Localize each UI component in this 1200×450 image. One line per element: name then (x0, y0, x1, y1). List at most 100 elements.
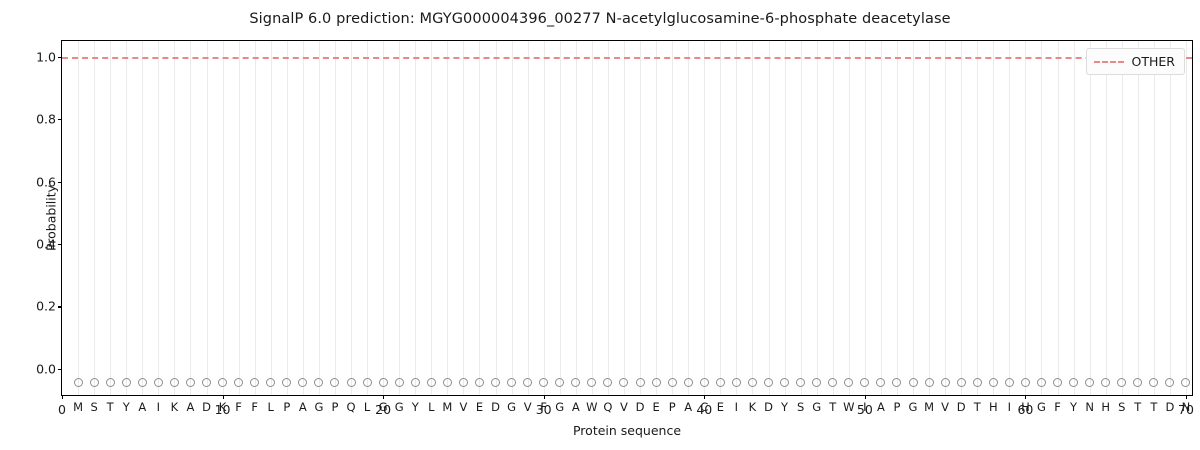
gridline-residue-43 (752, 41, 754, 395)
gridline-residue-16 (318, 41, 320, 395)
marker-residue-19 (362, 378, 372, 388)
residue-39: A (684, 400, 693, 414)
gridline-residue-50 (864, 41, 866, 395)
gridline-residue-45 (784, 41, 786, 395)
residue-23: L (428, 400, 435, 414)
marker-residue-23 (426, 378, 436, 388)
gridline-residue-24 (447, 41, 449, 395)
gridline-residue-28 (511, 41, 513, 395)
gridline-residue-42 (736, 41, 738, 395)
x-tick-mark-10 (222, 395, 224, 399)
marker-residue-63 (1069, 378, 1079, 388)
marker-residue-60 (1020, 378, 1030, 388)
marker-residue-2 (89, 378, 99, 388)
marker-residue-1 (73, 378, 83, 388)
gridline-residue-2 (94, 41, 96, 395)
gridline-residue-32 (575, 41, 577, 395)
x-tick-mark-40 (704, 395, 706, 399)
gridline-residue-29 (527, 41, 529, 395)
gridline-residue-25 (463, 41, 465, 395)
marker-residue-7 (169, 378, 179, 388)
residue-42: I (734, 400, 739, 414)
marker-residue-36 (635, 378, 645, 388)
gridline-residue-18 (351, 41, 353, 395)
residue-3: T (106, 400, 114, 414)
marker-residue-58 (988, 378, 998, 388)
marker-residue-26 (474, 378, 484, 388)
marker-residue-12 (250, 378, 260, 388)
gridline-residue-62 (1057, 41, 1059, 395)
residue-16: G (314, 400, 324, 414)
residue-20: G (378, 400, 388, 414)
residue-67: T (1134, 400, 1142, 414)
gridline-residue-44 (768, 41, 770, 395)
residue-17: P (331, 400, 339, 414)
residue-27: D (491, 400, 500, 414)
residue-64: N (1085, 400, 1094, 414)
residue-61: G (1036, 400, 1046, 414)
residue-66: S (1118, 400, 1126, 414)
gridline-residue-60 (1025, 41, 1027, 395)
gridline-residue-47 (816, 41, 818, 395)
marker-residue-55 (940, 378, 950, 388)
gridline-residue-8 (190, 41, 192, 395)
marker-residue-10 (218, 378, 228, 388)
marker-residue-50 (860, 378, 870, 388)
gridline-residue-52 (896, 41, 898, 395)
residue-58: H (988, 400, 998, 414)
marker-residue-57 (972, 378, 982, 388)
marker-residue-47 (812, 378, 822, 388)
marker-residue-59 (1004, 378, 1014, 388)
residue-13: L (267, 400, 274, 414)
residue-7: K (170, 400, 179, 414)
marker-residue-40 (699, 378, 709, 388)
marker-residue-42 (731, 378, 741, 388)
other-probability-line (62, 56, 1192, 59)
residue-68: T (1150, 400, 1158, 414)
marker-residue-61 (1036, 378, 1046, 388)
x-tick-label-50: 50 (856, 402, 873, 417)
gridline-residue-15 (302, 41, 304, 395)
gridline-residue-48 (832, 41, 834, 395)
y-tick-mark-4 (58, 119, 62, 121)
chart-legend[interactable]: OTHER (1085, 48, 1185, 75)
gridline-residue-12 (254, 41, 256, 395)
gridline-residue-57 (977, 41, 979, 395)
marker-residue-27 (491, 378, 501, 388)
residue-37: E (652, 400, 660, 414)
marker-residue-53 (908, 378, 918, 388)
residue-28: G (507, 400, 517, 414)
plot-area (62, 41, 1192, 395)
marker-residue-31 (555, 378, 565, 388)
residue-60: H (1021, 400, 1030, 414)
marker-residue-69 (1165, 378, 1175, 388)
residue-36: D (635, 400, 645, 414)
residue-5: A (138, 400, 147, 414)
gridline-residue-38 (672, 41, 674, 395)
residue-63: Y (1070, 400, 1078, 414)
residue-8: A (186, 400, 195, 414)
gridline-residue-23 (431, 41, 433, 395)
gridline-residue-10 (222, 41, 224, 395)
gridline-residue-69 (1169, 41, 1171, 395)
residue-51: A (876, 400, 885, 414)
gridline-residue-66 (1121, 41, 1123, 395)
gridline-residue-68 (1153, 41, 1155, 395)
marker-residue-22 (410, 378, 420, 388)
residue-48: T (829, 400, 837, 414)
residue-12: F (251, 400, 258, 414)
gridline-residue-33 (591, 41, 593, 395)
residue-56: D (956, 400, 966, 414)
gridline-residue-11 (238, 41, 240, 395)
residue-29: V (523, 400, 532, 414)
residue-69: D (1165, 400, 1175, 414)
gridline-residue-9 (206, 41, 208, 395)
marker-residue-52 (892, 378, 902, 388)
x-tick-label-20: 20 (375, 402, 392, 417)
gridline-residue-34 (607, 41, 609, 395)
y-tick-label-0.6: 0.6 (36, 174, 56, 190)
residue-14: P (283, 400, 291, 414)
residue-6: I (156, 400, 161, 414)
residue-35: V (620, 400, 628, 414)
